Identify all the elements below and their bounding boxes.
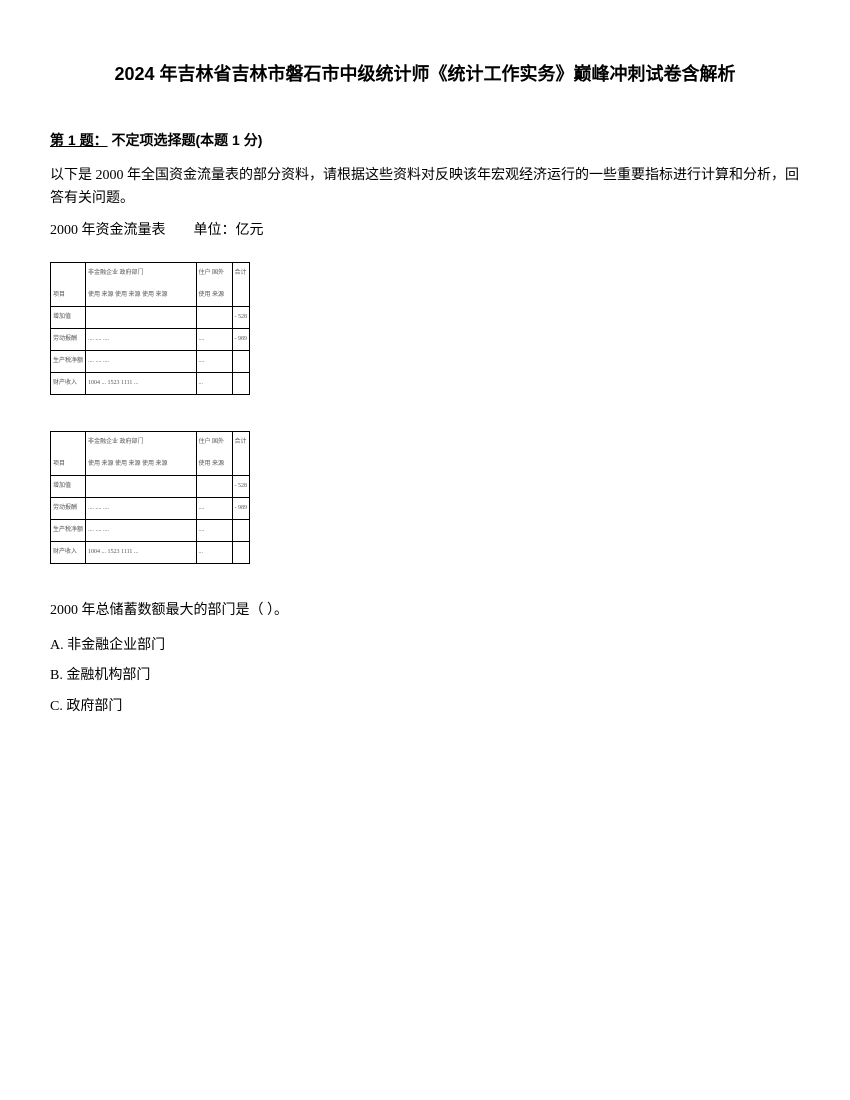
question-text: 2000 年总储蓄数额最大的部门是（ ）。 bbox=[50, 600, 800, 622]
option-b[interactable]: B. 金融机构部门 bbox=[50, 665, 800, 687]
data-table-2: 非金融企业 政府部门 住户 国外 合计 项目 使用 来源 使用 来源 使用 来源… bbox=[50, 431, 800, 564]
question-number: 第 1 题： bbox=[50, 132, 108, 148]
question-type: 不定项选择题(本题 1 分) bbox=[111, 132, 262, 148]
option-a[interactable]: A. 非金融企业部门 bbox=[50, 635, 800, 657]
question-stem-2: 2000 年资金流量表 单位：亿元 bbox=[50, 220, 800, 242]
question-header: 第 1 题： 不定项选择题(本题 1 分) bbox=[50, 129, 800, 151]
data-table-1: 非金融企业 政府部门 住户 国外 合计 项目 使用 来源 使用 来源 使用 来源… bbox=[50, 262, 800, 395]
page-title: 2024 年吉林省吉林市磐石市中级统计师《统计工作实务》巅峰冲刺试卷含解析 bbox=[50, 60, 800, 89]
question-stem-1: 以下是 2000 年全国资金流量表的部分资料，请根据这些资料对反映该年宏观经济运… bbox=[50, 165, 800, 210]
option-c[interactable]: C. 政府部门 bbox=[50, 696, 800, 718]
